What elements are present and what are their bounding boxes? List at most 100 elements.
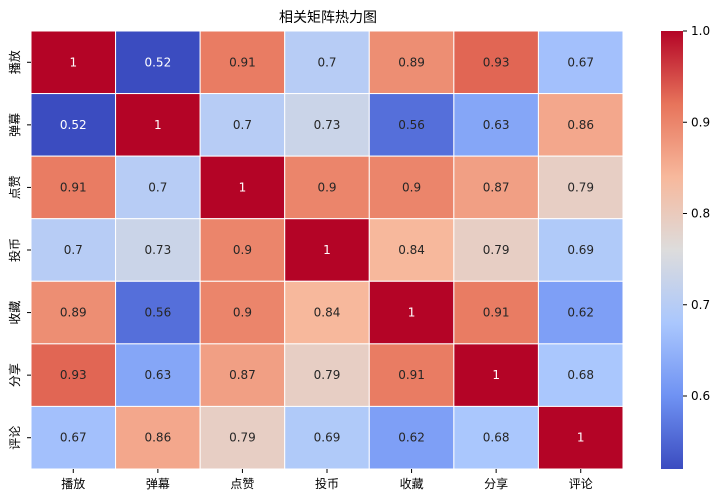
cell-value-label: 0.73 bbox=[314, 118, 341, 132]
heatmap-cell bbox=[368, 343, 455, 407]
cell-value-label: 0.91 bbox=[60, 180, 87, 194]
colorbar-tick-label: 0.7 bbox=[691, 298, 710, 312]
heatmap-cell bbox=[453, 405, 539, 470]
cell-value-label: 0.91 bbox=[229, 55, 256, 69]
heatmap-cell bbox=[30, 218, 117, 282]
heatmap-cell bbox=[537, 218, 624, 282]
cell-value-label: 0.89 bbox=[60, 306, 87, 320]
x-axis-ticks: 播放 弹幕 点赞 投币 收藏 分享 评论 bbox=[61, 469, 593, 491]
heatmap-cell bbox=[115, 155, 201, 220]
cell-value-label: 1 bbox=[408, 306, 416, 320]
cell-value-label: 0.52 bbox=[144, 55, 171, 69]
cell-value-label: 0.86 bbox=[144, 431, 171, 445]
x-tick-label: 点赞 bbox=[230, 477, 254, 491]
colorbar-ticks: 0.6 0.7 0.8 0.9 1.0 bbox=[683, 24, 710, 403]
cell-value-label: 0.79 bbox=[229, 431, 256, 445]
cell-value-label: 0.9 bbox=[233, 243, 252, 257]
colorbar-tick-label: 0.6 bbox=[691, 389, 710, 403]
cell-value-label: 0.84 bbox=[314, 306, 341, 320]
heatmap-cell bbox=[453, 218, 539, 282]
heatmap-cell bbox=[537, 155, 624, 220]
cell-value-label: 0.69 bbox=[314, 431, 341, 445]
cell-value-label: 0.68 bbox=[567, 368, 594, 382]
cell-value-label: 0.91 bbox=[398, 368, 425, 382]
heatmap-cell bbox=[199, 343, 286, 407]
cell-value-label: 0.7 bbox=[317, 55, 336, 69]
heatmap-cell bbox=[199, 280, 286, 345]
x-tick-label: 收藏 bbox=[400, 477, 424, 491]
cell-value-label: 0.68 bbox=[483, 431, 510, 445]
heatmap-cell bbox=[30, 30, 117, 95]
cell-value-label: 0.87 bbox=[229, 368, 256, 382]
colorbar-tick-label: 0.8 bbox=[691, 207, 710, 221]
colorbar-tick-label: 0.9 bbox=[691, 115, 710, 129]
cell-value-label: 0.91 bbox=[483, 306, 510, 320]
x-tick-label: 弹幕 bbox=[146, 477, 170, 491]
heatmap-cell bbox=[284, 155, 370, 220]
cell-value-label: 0.63 bbox=[483, 118, 510, 132]
y-tick-label: 投币 bbox=[7, 238, 22, 262]
cell-value-label: 0.56 bbox=[398, 118, 425, 132]
heatmap-cell bbox=[453, 155, 539, 220]
cell-value-label: 0.9 bbox=[233, 306, 252, 320]
cell-value-label: 0.89 bbox=[398, 55, 425, 69]
cell-value-label: 0.56 bbox=[144, 306, 171, 320]
y-tick-label: 点赞 bbox=[8, 175, 22, 199]
cell-value-label: 0.73 bbox=[144, 243, 171, 257]
cell-value-label: 0.79 bbox=[314, 368, 341, 382]
heatmap-cell bbox=[284, 218, 370, 282]
x-tick-label: 投币 bbox=[315, 476, 339, 491]
cell-value-label: 0.9 bbox=[317, 180, 336, 194]
heatmap-cell bbox=[30, 405, 117, 470]
cell-value-label: 1 bbox=[577, 431, 585, 445]
heatmap-cell bbox=[199, 30, 286, 95]
heatmap-cell bbox=[284, 343, 370, 407]
cell-value-label: 0.93 bbox=[60, 368, 87, 382]
heatmap-cell bbox=[115, 30, 201, 95]
cell-value-label: 0.93 bbox=[483, 55, 510, 69]
cell-value-label: 0.67 bbox=[60, 431, 87, 445]
cell-value-label: 1 bbox=[239, 180, 247, 194]
heatmap-cell bbox=[537, 343, 624, 407]
cell-value-label: 0.69 bbox=[567, 243, 594, 257]
x-tick-label: 评论 bbox=[569, 477, 593, 491]
cell-value-label: 0.7 bbox=[148, 180, 167, 194]
cell-value-label: 0.79 bbox=[483, 243, 510, 257]
heatmap-cell bbox=[199, 93, 286, 157]
heatmap-cell bbox=[368, 155, 455, 220]
heatmap-cell bbox=[199, 405, 286, 470]
heatmap-cell bbox=[537, 93, 624, 157]
cell-value-label: 0.9 bbox=[402, 180, 421, 194]
heatmap-cell bbox=[537, 280, 624, 345]
cell-value-label: 0.62 bbox=[398, 431, 425, 445]
cell-value-label: 0.87 bbox=[483, 180, 510, 194]
heatmap-cell bbox=[115, 343, 201, 407]
heatmap-cell bbox=[537, 405, 624, 470]
cell-value-label: 0.79 bbox=[567, 180, 594, 194]
cell-value-label: 1 bbox=[69, 55, 77, 69]
cell-value-label: 1 bbox=[323, 243, 331, 257]
cell-value-label: 0.7 bbox=[233, 118, 252, 132]
cell-value-label: 0.52 bbox=[60, 118, 87, 132]
heatmap-cell bbox=[30, 280, 117, 345]
y-tick-label: 评论 bbox=[8, 426, 22, 450]
cell-value-label: 1 bbox=[154, 118, 162, 132]
cell-value-label: 1 bbox=[492, 368, 500, 382]
cell-value-label: 0.63 bbox=[144, 368, 171, 382]
cell-value-label: 0.67 bbox=[567, 55, 594, 69]
y-tick-label: 收藏 bbox=[8, 301, 22, 325]
colorbar-tick-label: 1.0 bbox=[691, 24, 710, 38]
x-tick-label: 分享 bbox=[484, 476, 508, 491]
heatmap-cell bbox=[199, 155, 286, 220]
cell-value-label: 0.62 bbox=[567, 306, 594, 320]
cell-value-label: 0.7 bbox=[64, 243, 83, 257]
y-tick-label: 播放 bbox=[7, 50, 22, 74]
y-tick-label: 弹幕 bbox=[8, 113, 22, 137]
x-tick-label: 播放 bbox=[61, 476, 85, 491]
heatmap-cell bbox=[30, 343, 117, 407]
heatmap-cell bbox=[284, 30, 370, 95]
heatmap-cell bbox=[368, 93, 455, 157]
heatmap-cells: 1 0.52 0.91 0.7 0.89 0.93 0.670.52 1 0.7 0.73 0.56… bbox=[30, 30, 624, 470]
heatmap-cell bbox=[284, 405, 370, 470]
